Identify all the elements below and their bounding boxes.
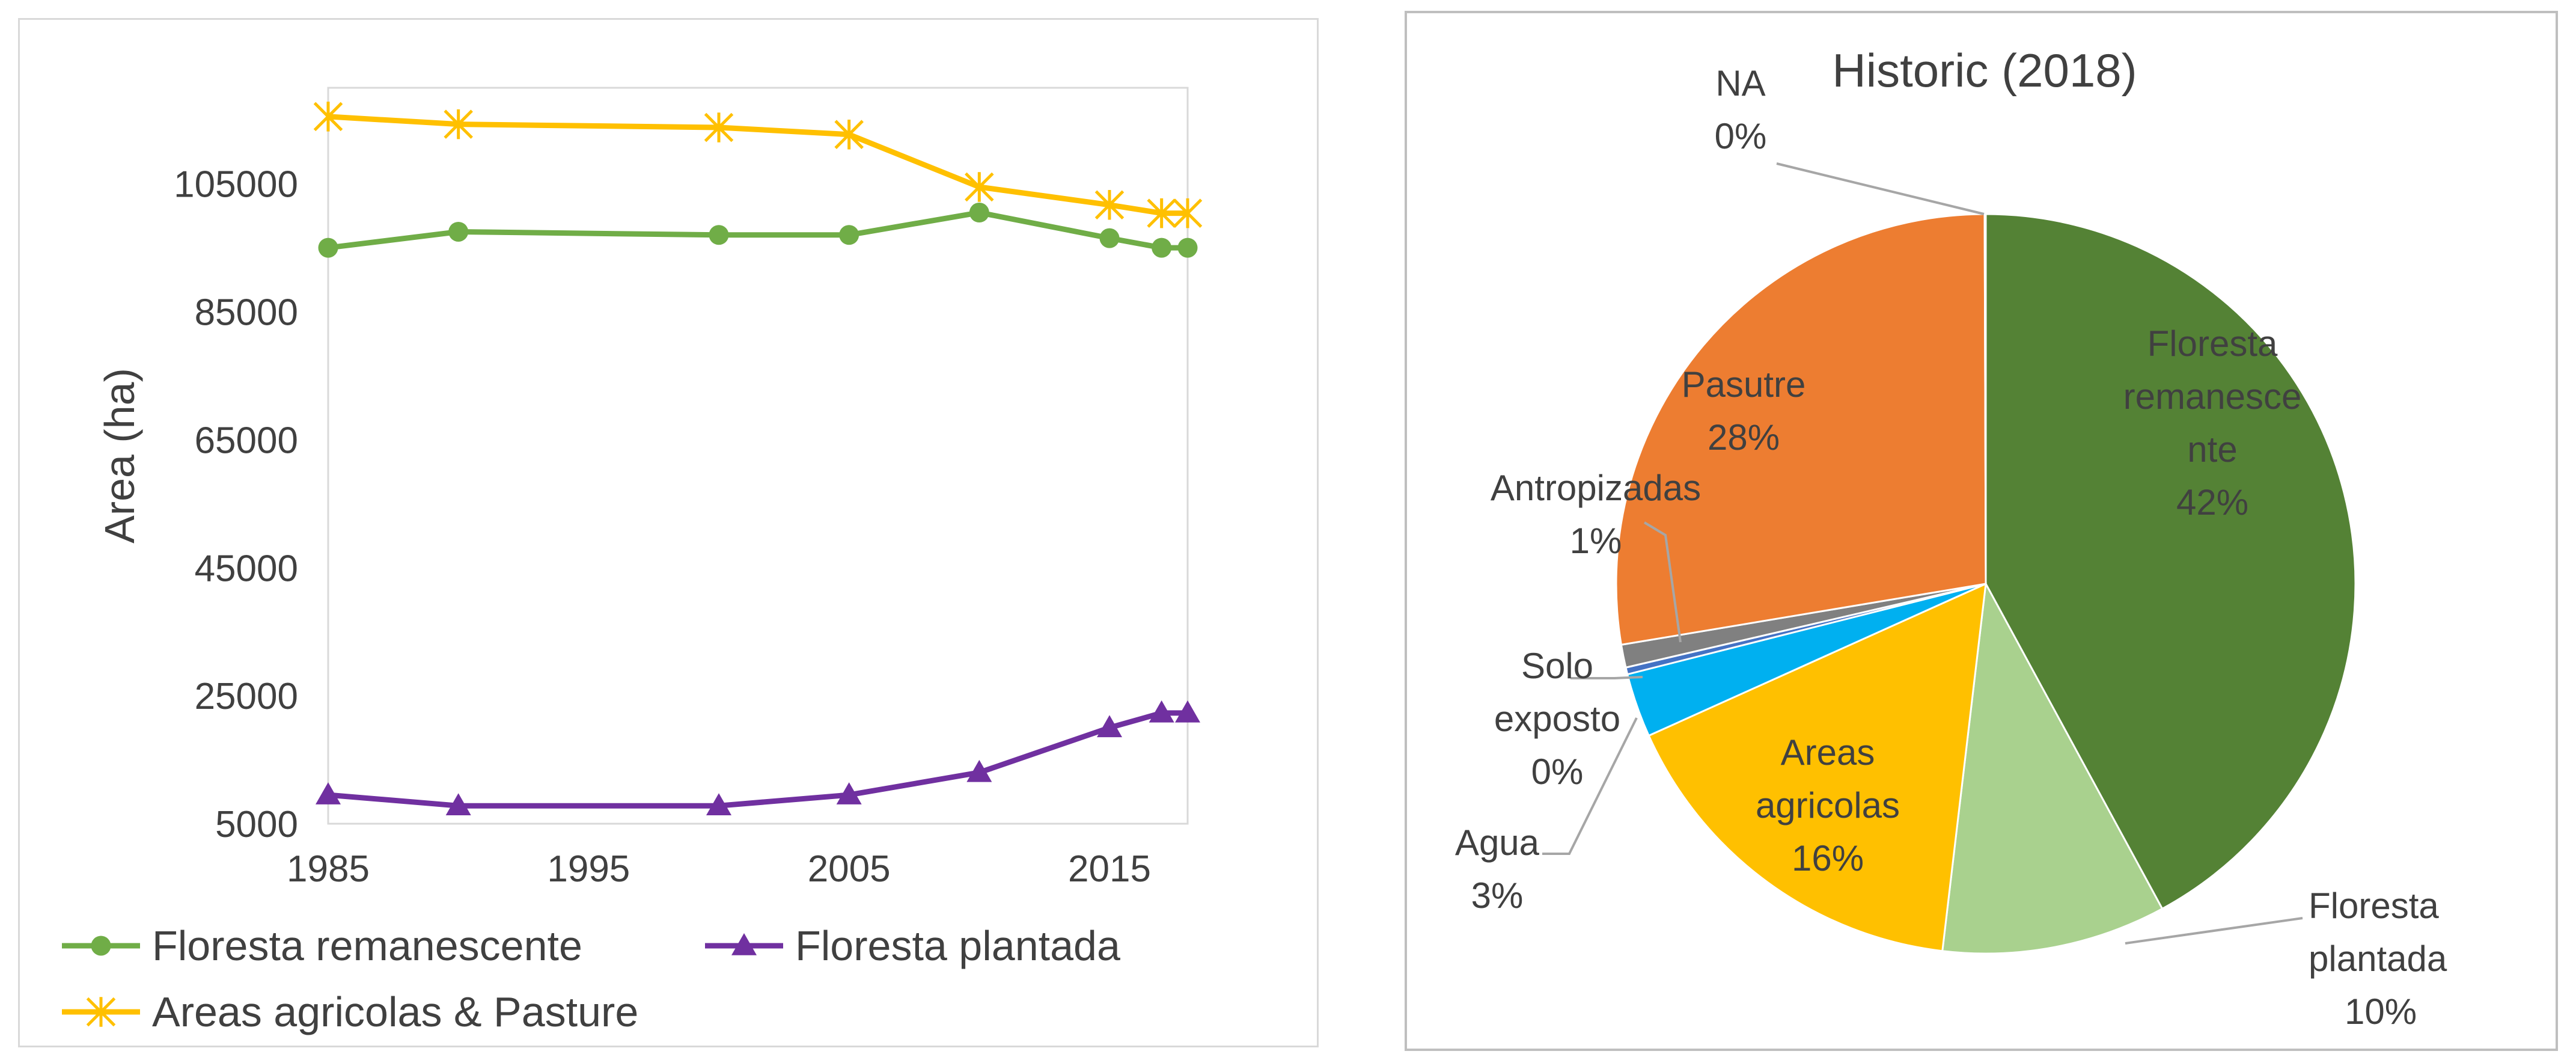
series-marker <box>969 203 989 223</box>
slice-percent: 3% <box>1471 875 1524 916</box>
series-0 <box>318 203 1198 258</box>
y-tick-label: 5000 <box>215 804 298 845</box>
series-marker <box>91 936 111 956</box>
legend-item: Floresta remanescente <box>62 922 582 969</box>
series-1 <box>316 700 1200 815</box>
series-marker <box>448 221 469 242</box>
legend-item: Areas agricolas & Pasture <box>62 988 638 1035</box>
slice-percent: 28% <box>1708 417 1780 458</box>
leader-line <box>1776 162 1985 215</box>
slice-label: exposto <box>1494 699 1620 739</box>
pie-slice <box>1983 213 1987 584</box>
series-marker <box>1149 700 1174 723</box>
series-marker <box>731 933 757 955</box>
leader-line <box>2125 917 2303 945</box>
slice-label: Floresta <box>2147 323 2278 364</box>
leader-line <box>1542 717 1638 855</box>
series-marker <box>316 782 341 804</box>
y-axis-label: Area (ha) <box>96 368 143 544</box>
slice-label: Agua <box>1455 823 1540 863</box>
line-chart-panel: 5000 25000 45000 65000 85000 105000 1985 1995 20… <box>18 18 1319 1047</box>
pie-chart: Historic (2018) Floresta remanesce nte 42% Fl… <box>1455 44 2447 1032</box>
series-line <box>328 114 1188 216</box>
pie-slice <box>1941 581 2164 955</box>
series-marker <box>445 793 471 815</box>
series-marker <box>709 225 729 245</box>
slice-label: agricolas <box>1756 785 1900 826</box>
series-marker <box>1152 237 1172 258</box>
y-tick-label: 85000 <box>195 292 298 334</box>
leader-line <box>1570 676 1643 679</box>
line-chart: 5000 25000 45000 65000 85000 105000 1985 1995 20… <box>62 87 1203 1035</box>
series-2 <box>313 102 1203 228</box>
pie-slice <box>1615 213 1987 646</box>
series-marker <box>706 793 731 815</box>
slice-label: plantada <box>2309 939 2447 979</box>
plot-area-border <box>327 87 1189 825</box>
slice-label: NA <box>1715 63 1765 103</box>
chart-title: Historic (2018) <box>1832 44 2137 97</box>
series-marker <box>318 237 338 258</box>
slice-percent: 10% <box>2345 991 2417 1032</box>
pie-slice <box>1985 213 2357 910</box>
slice-label: Antropizadas <box>1491 468 1701 508</box>
series-marker <box>839 225 859 245</box>
series-marker <box>1097 715 1122 738</box>
slice-label: Pasutre <box>1682 364 1806 405</box>
series-marker <box>836 782 862 804</box>
slice-percent: 1% <box>1570 521 1622 561</box>
series-line <box>328 710 1188 809</box>
slice-percent: 0% <box>1715 116 1767 156</box>
slice-percent: 0% <box>1531 752 1584 792</box>
y-tick-label: 65000 <box>195 420 298 461</box>
legend-label: Floresta plantada <box>795 922 1120 969</box>
series-marker <box>1177 237 1198 258</box>
slice-percent: 16% <box>1792 838 1864 878</box>
pie-slice <box>1647 582 1987 952</box>
y-tick-label: 105000 <box>174 164 298 206</box>
slice-percent: 42% <box>2176 482 2248 522</box>
x-tick-label: 1995 <box>547 848 630 890</box>
legend-label: Areas agricolas & Pasture <box>152 988 638 1035</box>
x-tick-label: 2015 <box>1068 848 1151 890</box>
x-tick-label: 1985 <box>287 848 370 890</box>
x-tick-label: 2005 <box>808 848 891 890</box>
slice-label: nte <box>2187 429 2237 470</box>
legend-item: Floresta plantada <box>705 922 1120 969</box>
y-tick-label: 45000 <box>195 548 298 589</box>
series-marker <box>1099 228 1120 248</box>
y-tick-label: 25000 <box>195 676 298 717</box>
slice-label: Floresta <box>2309 886 2439 926</box>
series-marker <box>1175 700 1200 723</box>
pie-chart-panel: Historic (2018) Floresta remanesce nte 42% Fl… <box>1405 11 2558 1051</box>
slice-label: Solo <box>1521 646 1593 686</box>
slice-label: Areas <box>1781 732 1875 773</box>
slice-label: remanesce <box>2123 376 2302 417</box>
legend-label: Floresta remanescente <box>152 922 582 969</box>
leader-line <box>1643 521 1682 643</box>
series-marker <box>966 759 992 782</box>
